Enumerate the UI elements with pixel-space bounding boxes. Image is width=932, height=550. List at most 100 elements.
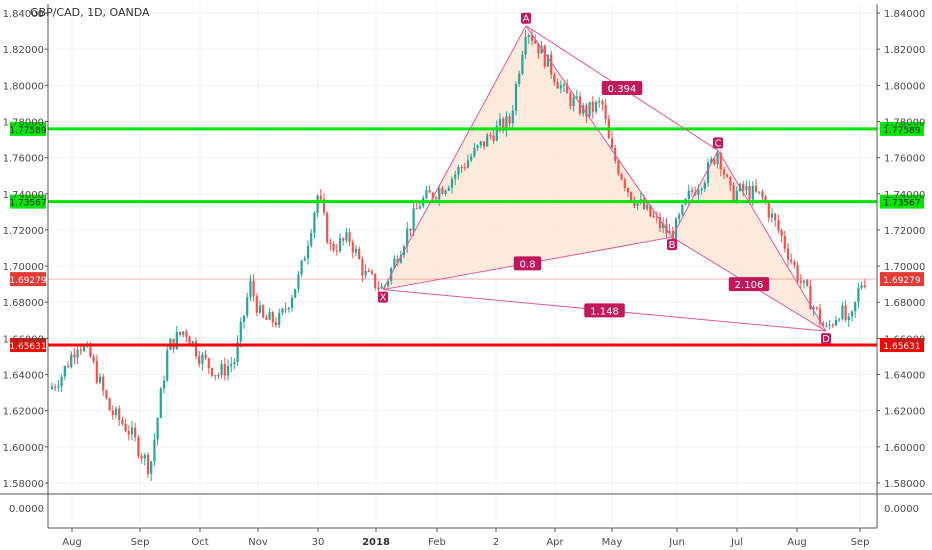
candle-body xyxy=(726,174,729,177)
candle-body xyxy=(793,261,796,266)
candle-body xyxy=(764,196,767,204)
x-tick-label: 2 xyxy=(493,537,499,548)
candle-body xyxy=(230,364,233,367)
candle-body xyxy=(534,40,537,44)
candle-body xyxy=(322,199,326,213)
candle-body xyxy=(460,167,463,169)
x-tick-label: Sep xyxy=(131,537,150,548)
level-tag-right xyxy=(880,194,924,209)
candle-body xyxy=(249,280,252,298)
candle-body xyxy=(246,297,249,316)
candle-body xyxy=(214,375,217,377)
candle-body xyxy=(265,317,268,320)
candle-body xyxy=(146,454,150,474)
pattern-point-badge xyxy=(378,291,388,303)
candle-body xyxy=(505,116,508,131)
candle-body xyxy=(303,258,306,261)
candle-body xyxy=(60,376,63,387)
candle-body xyxy=(217,375,220,377)
y-tick-label-left: 1.62000 xyxy=(3,407,44,418)
candle-body xyxy=(578,96,582,114)
candle-body xyxy=(297,274,300,290)
candle-body xyxy=(236,341,239,363)
candle-body xyxy=(284,308,287,310)
candle-body xyxy=(847,316,850,321)
candle-body xyxy=(194,341,198,357)
candle-body xyxy=(652,216,655,218)
candle-body xyxy=(681,204,684,215)
candle-body xyxy=(697,190,700,195)
x-tick-label: Jul xyxy=(730,537,743,548)
candle-body xyxy=(406,228,409,247)
candle-body xyxy=(354,249,358,253)
candle-body xyxy=(262,305,265,318)
candle-body xyxy=(649,205,652,217)
candle-body xyxy=(89,344,92,357)
candle-body xyxy=(822,323,825,326)
candle-body xyxy=(687,190,690,199)
candle-body xyxy=(242,315,246,322)
candle-body xyxy=(799,280,802,283)
candle-body xyxy=(239,321,242,342)
candle-body xyxy=(140,456,143,459)
candle-body xyxy=(278,312,281,326)
candle-body xyxy=(537,43,540,54)
candle-body xyxy=(441,188,444,195)
candle-body xyxy=(287,307,290,310)
chart-title: GBP/CAD, 1D, OANDA xyxy=(30,6,150,19)
pattern-point-badge xyxy=(667,239,677,251)
candle-body xyxy=(486,134,489,147)
candle-body xyxy=(127,431,130,435)
candle-body xyxy=(636,201,639,206)
candle-body xyxy=(662,223,665,228)
candle-body xyxy=(588,101,591,117)
candle-body xyxy=(444,190,447,195)
candle-body xyxy=(223,364,226,376)
candle-body xyxy=(306,245,310,259)
candle-body xyxy=(582,105,585,114)
y-tick-label-left: 1.60000 xyxy=(3,443,44,454)
candle-body xyxy=(530,35,534,41)
candle-body xyxy=(857,287,860,302)
candle-body xyxy=(633,200,636,206)
y-tick-label-right: 1.74000 xyxy=(884,190,925,201)
candle-body xyxy=(713,158,716,165)
level-tag-left-text: 1.77589 xyxy=(9,126,46,136)
candle-body xyxy=(761,191,764,197)
candle-body xyxy=(159,388,162,418)
candle-body xyxy=(502,119,505,131)
candle-body xyxy=(364,271,367,276)
candle-body xyxy=(431,192,434,199)
candle-body xyxy=(114,408,118,416)
y-tick-label-right: 1.62000 xyxy=(884,407,925,418)
candle-body xyxy=(495,125,498,141)
candle-body xyxy=(594,101,598,112)
level-tag-left-text: 1.73567 xyxy=(9,199,46,209)
candle-body xyxy=(777,220,780,231)
candle-body xyxy=(204,354,207,359)
candle-body xyxy=(108,398,111,411)
level-tag-right-text: 1.77589 xyxy=(883,126,920,136)
candle-body xyxy=(319,195,322,200)
candle-body xyxy=(838,319,841,321)
candle-body xyxy=(732,185,735,201)
candle-body xyxy=(722,169,726,175)
candle-body xyxy=(844,305,847,321)
candle-body xyxy=(473,147,476,157)
pattern-point-label: C xyxy=(715,138,722,149)
harmonic-pattern-fill xyxy=(383,25,826,332)
y-tick-label-left: 1.76000 xyxy=(3,154,44,165)
candle-body xyxy=(57,386,60,388)
candle-body xyxy=(255,296,258,313)
ratio-badge xyxy=(601,81,643,96)
candle-body xyxy=(818,308,822,324)
pattern-point-label: X xyxy=(380,293,387,304)
level-tag-right xyxy=(880,338,924,353)
candle-body xyxy=(361,259,364,276)
y-tick-label-left: 1.66000 xyxy=(3,334,44,345)
candle-body xyxy=(786,248,790,260)
candle-body xyxy=(575,96,578,98)
candle-body xyxy=(626,188,630,193)
candle-body xyxy=(790,259,793,262)
